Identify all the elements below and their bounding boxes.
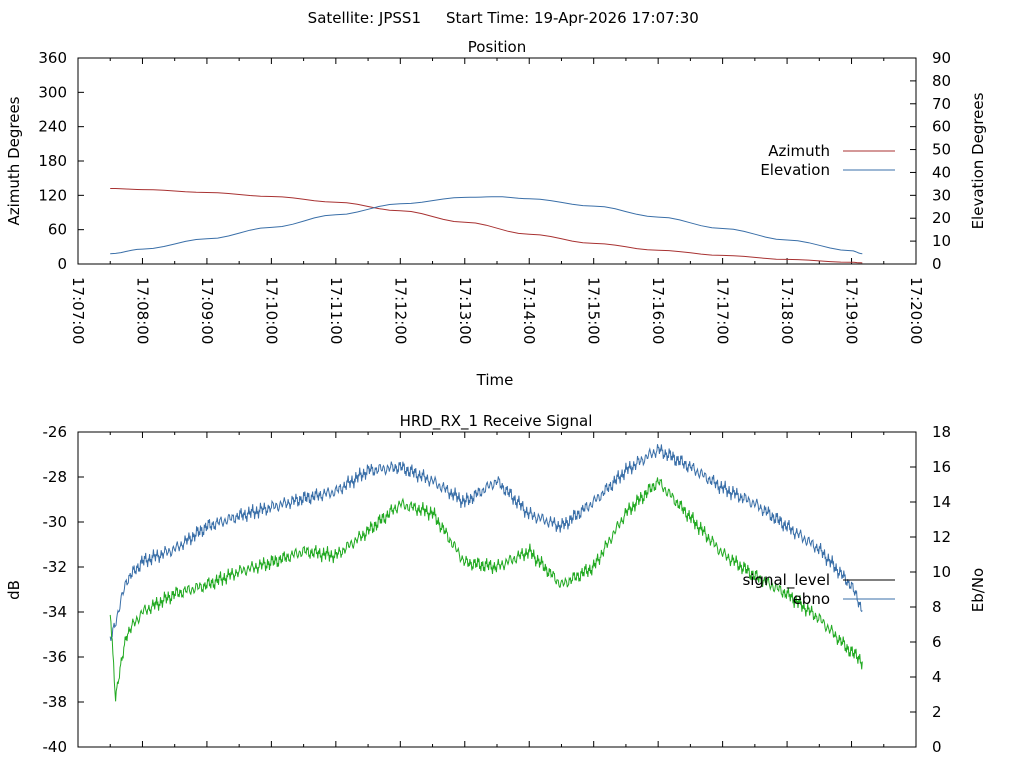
y2-tick-label: 40	[932, 163, 951, 181]
x-tick-label: 17:08:00	[133, 277, 151, 344]
y2-tick-label: 90	[932, 49, 951, 67]
receive-signal-chart: HRD_RX_1 Receive Signal dB Eb/No -40 -38 -…	[5, 412, 987, 756]
y-tick-label: 60	[48, 221, 67, 239]
y2-tick-label: 20	[932, 209, 951, 227]
y-tick-label: -38	[43, 693, 68, 711]
x-tick-label: 17:16:00	[649, 277, 667, 344]
y-tick-label: -36	[43, 648, 68, 666]
y2-tick-label: 12	[932, 528, 951, 546]
y2-tick-label: 0	[932, 738, 942, 756]
time-axis-title: Time	[476, 371, 514, 389]
start-time-label: Start Time: 19-Apr-2026 17:07:30	[446, 9, 699, 27]
y2-tick-label: 14	[932, 493, 951, 511]
y-tick-label: 300	[38, 83, 67, 101]
Elevation-series-line	[110, 196, 863, 255]
y-tick-label: -26	[43, 423, 68, 441]
Azimuth-series-line	[110, 188, 863, 264]
legend-label-ebno: ebno	[793, 590, 830, 608]
position-chart-title: Position	[468, 38, 526, 56]
y2-tick-label: 80	[932, 72, 951, 90]
y2-tick-label: 10	[932, 563, 951, 581]
y-tick-label: -32	[43, 558, 68, 576]
y2-tick-label: 2	[932, 703, 942, 721]
x-tick-label: 17:14:00	[520, 277, 538, 344]
receive-signal-chart-title: HRD_RX_1 Receive Signal	[400, 412, 593, 431]
x-tick-label: 17:18:00	[778, 277, 796, 344]
azimuth-axis-title: Azimuth Degrees	[5, 96, 23, 225]
position-chart: Position Azimuth Degrees Elevation Degre…	[5, 38, 987, 389]
signal-trace-series-line	[109, 477, 863, 702]
legend-label-Elevation: Elevation	[760, 161, 830, 179]
x-tick-label: 17:09:00	[198, 277, 216, 344]
x-tick-label: 17:20:00	[907, 277, 925, 344]
y-tick-label: 120	[38, 186, 67, 204]
y-tick-label: -28	[43, 468, 68, 486]
legend-label-signal_level: signal_level	[742, 571, 830, 590]
y2-tick-label: 10	[932, 232, 951, 250]
y2-tick-label: 30	[932, 186, 951, 204]
x-tick-label: 17:12:00	[391, 277, 409, 344]
y-tick-label: 240	[38, 118, 67, 136]
y2-tick-label: 60	[932, 118, 951, 136]
y-tick-label: 180	[38, 152, 67, 170]
x-tick-label: 17:11:00	[327, 277, 345, 344]
satellite-label: Satellite: JPSS1	[308, 9, 421, 27]
y-tick-label: -34	[43, 603, 68, 621]
legend-label-Azimuth: Azimuth	[768, 142, 830, 160]
y2-tick-label: 18	[932, 423, 951, 441]
y2-tick-label: 50	[932, 141, 951, 159]
db-axis-title: dB	[5, 580, 23, 600]
y2-tick-label: 6	[932, 633, 942, 651]
y-tick-label: -40	[43, 738, 68, 756]
y-tick-label: 360	[38, 49, 67, 67]
y2-tick-label: 0	[932, 255, 942, 273]
ebno-axis-title: Eb/No	[969, 568, 987, 612]
x-tick-label: 17:19:00	[843, 277, 861, 344]
x-tick-label: 17:17:00	[714, 277, 732, 344]
y-tick-label: -30	[43, 513, 68, 531]
x-tick-label: 17:15:00	[585, 277, 603, 344]
x-tick-label: 17:13:00	[456, 277, 474, 344]
x-tick-label: 17:10:00	[262, 277, 280, 344]
ebno-series-line	[109, 444, 863, 641]
y2-tick-label: 8	[932, 598, 942, 616]
y-tick-label: 0	[57, 255, 67, 273]
x-tick-label: 17:07:00	[69, 277, 87, 344]
y2-tick-label: 70	[932, 95, 951, 113]
y2-tick-label: 16	[932, 458, 951, 476]
y2-tick-label: 4	[932, 668, 942, 686]
elevation-axis-title: Elevation Degrees	[969, 92, 987, 229]
